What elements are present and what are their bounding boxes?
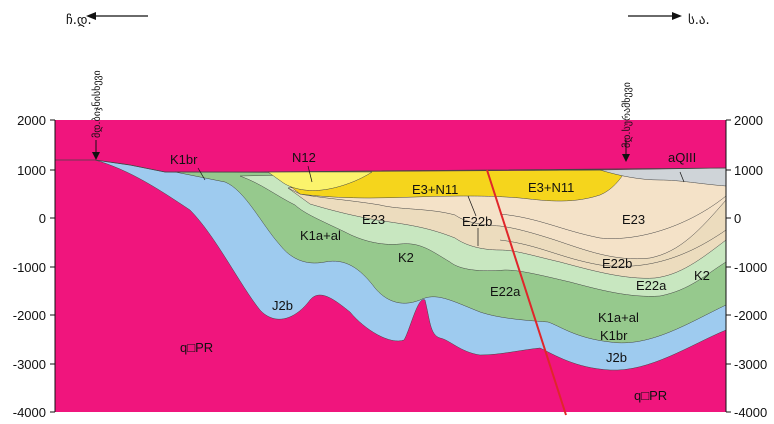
- right-tick-minus3000: -3000: [734, 357, 767, 372]
- left-tick-1000: 1000: [17, 163, 46, 178]
- right-tick-1000: 1000: [734, 163, 763, 178]
- label-k1br-top: K1br: [170, 152, 198, 167]
- label-e2-3-left: E23: [362, 212, 385, 227]
- label-n1-2: N12: [292, 150, 316, 165]
- label-e2-2b-left: E22b: [462, 214, 492, 229]
- right-tick-2000: 2000: [734, 113, 763, 128]
- arrow-left-icon: [86, 12, 148, 20]
- right-tick-0: 0: [734, 211, 741, 226]
- left-axis: 2000 1000 0 -1000 -2000 -3000 -4000: [13, 113, 56, 420]
- fault-line: [486, 169, 567, 416]
- label-k2-right: K2: [694, 268, 710, 283]
- label-qpr-right: q□PR: [634, 388, 667, 403]
- label-k1a-al-right: K1a+al: [598, 310, 639, 325]
- label-e3n1-left: E3+N11: [412, 182, 458, 197]
- arrow-right-icon: [628, 12, 682, 20]
- label-k2-left: K2: [398, 250, 414, 265]
- well-label-left: მდ.ბიჯნისხევი: [91, 70, 103, 138]
- left-tick-minus4000: -4000: [13, 405, 46, 420]
- well-arrow-left-icon: [92, 140, 100, 160]
- well-arrow-right-icon: [622, 140, 630, 162]
- label-e2-2a-right: E22a: [636, 278, 667, 293]
- left-tick-minus1000: -1000: [13, 260, 46, 275]
- right-tick-minus2000: -2000: [734, 308, 767, 323]
- right-tick-minus1000: -1000: [734, 260, 767, 275]
- left-tick-2000: 2000: [17, 113, 46, 128]
- label-e2-3-right: E23: [622, 212, 645, 227]
- label-e3n1-right: E3+N11: [528, 180, 574, 195]
- direction-label-left: ჩ.დ.: [66, 13, 92, 28]
- label-k1a-al-left: K1a+al: [300, 228, 341, 243]
- layer-n12: [267, 171, 373, 191]
- left-tick-0: 0: [39, 211, 46, 226]
- right-axis: 2000 1000 0 -1000 -2000 -3000 -4000: [725, 113, 767, 420]
- left-tick-minus3000: -3000: [13, 357, 46, 372]
- label-k1br-right: K1br: [600, 328, 628, 343]
- layer-aq: [599, 167, 727, 187]
- left-tick-minus2000: -2000: [13, 308, 46, 323]
- direction-label-right: ს.ა.: [688, 13, 710, 28]
- well-label-right: მდ.სურამხევი: [621, 82, 633, 148]
- label-e2-2a-left: E22a: [490, 284, 521, 299]
- label-qpr-left: q□PR: [180, 340, 213, 355]
- label-aq3: aQIII: [668, 150, 696, 165]
- label-j2b-right: J2b: [606, 350, 627, 365]
- label-e2-2b-right: E22b: [602, 256, 632, 271]
- right-tick-minus4000: -4000: [734, 405, 767, 420]
- label-j2b-left: J2b: [272, 298, 293, 313]
